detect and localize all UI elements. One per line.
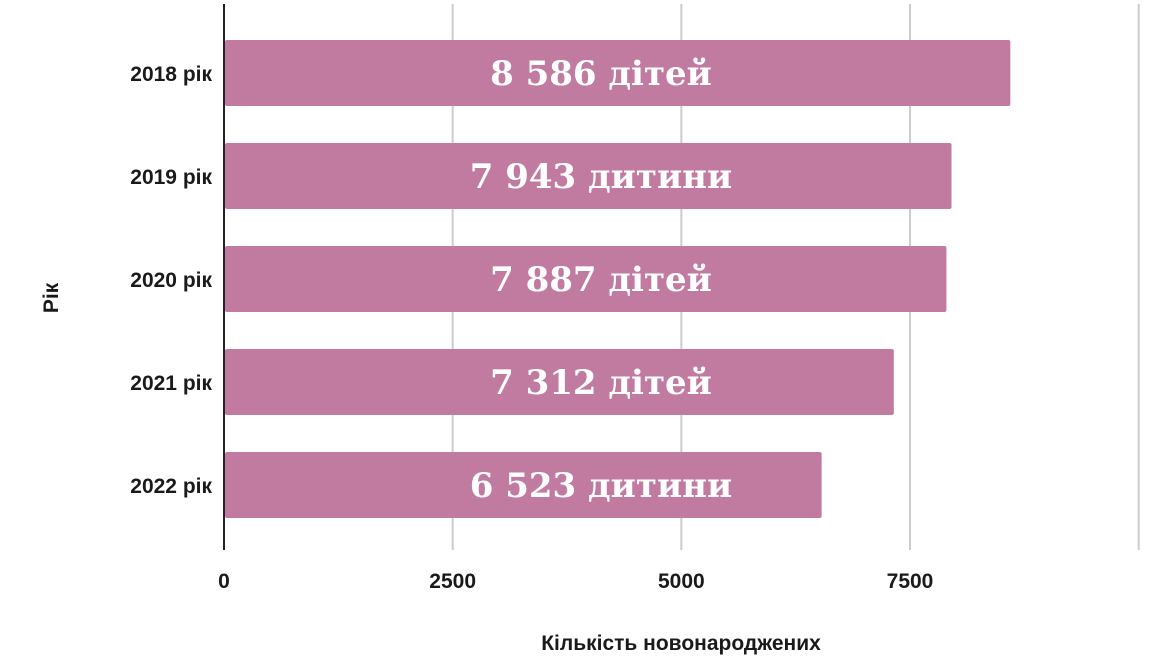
y-axis-title: Рік [40, 282, 63, 313]
bar [225, 452, 822, 518]
bar [225, 143, 952, 209]
x-tick-label: 0 [218, 570, 230, 593]
x-tick-labels: 0 2500 5000 7500 [218, 570, 933, 593]
bar [225, 246, 947, 312]
y-tick-label: 2019 рік [130, 166, 212, 189]
bar-data-label: 7 887 дітей [490, 260, 712, 300]
x-axis-title: Кількість новонароджених [541, 632, 821, 655]
bar-data-label: 6 523 дитини [470, 466, 733, 506]
y-tick-label: 2021 рік [130, 372, 212, 395]
bar-data-label: 7 943 дитини [470, 157, 733, 197]
y-tick-label: 2022 рік [130, 475, 212, 498]
x-tick-label: 5000 [658, 570, 705, 593]
bar [225, 349, 894, 415]
bar-data-label: 7 312 дітей [490, 363, 712, 403]
bar-data-label: 8 586 дітей [490, 54, 712, 94]
x-tick-label: 7500 [887, 570, 934, 593]
bar [225, 40, 1011, 106]
y-tick-label: 2020 рік [130, 269, 212, 292]
bars: 8 586 дітей 7 943 дитини 7 887 дітей 7 312 … [225, 40, 1011, 518]
y-tick-labels: 2018 рік 2019 рік 2020 рік 2021 рік 2022 рік [130, 63, 212, 498]
y-tick-label: 2018 рік [130, 63, 212, 86]
x-tick-label: 2500 [429, 570, 476, 593]
